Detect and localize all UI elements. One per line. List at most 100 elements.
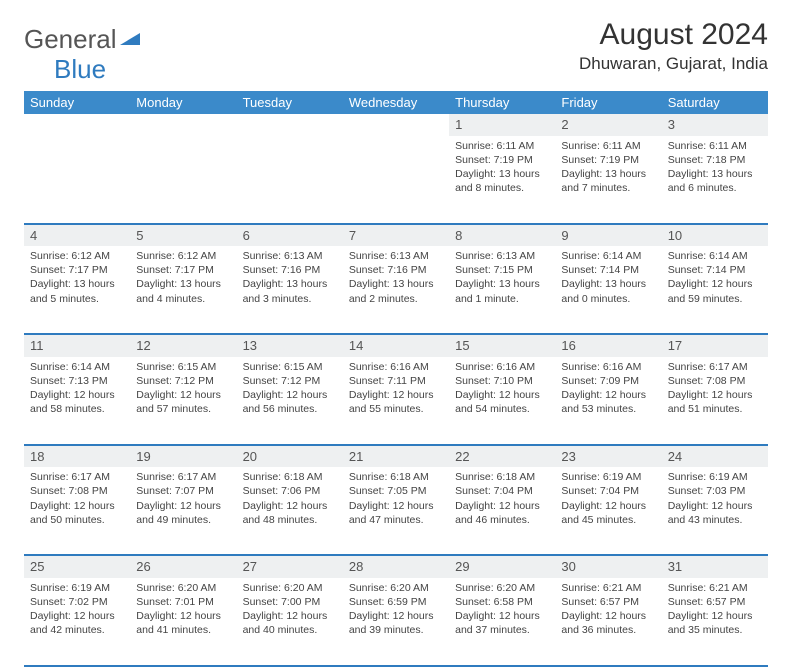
day-cell-body: Sunrise: 6:11 AMSunset: 7:19 PMDaylight:…	[449, 136, 555, 200]
day-cell-body: Sunrise: 6:13 AMSunset: 7:15 PMDaylight:…	[449, 246, 555, 310]
col-thursday: Thursday	[449, 91, 555, 114]
day-cell: Sunrise: 6:16 AMSunset: 7:09 PMDaylight:…	[555, 357, 661, 445]
day-cell-body: Sunrise: 6:19 AMSunset: 7:02 PMDaylight:…	[24, 578, 130, 642]
sunrise-text: Sunrise: 6:19 AM	[30, 581, 124, 595]
sunrise-text: Sunrise: 6:14 AM	[561, 249, 655, 263]
month-title: August 2024	[579, 18, 768, 52]
day-cell: Sunrise: 6:19 AMSunset: 7:02 PMDaylight:…	[24, 578, 130, 666]
daylight-text: Daylight: 12 hours and 39 minutes.	[349, 609, 443, 637]
sunset-text: Sunset: 7:19 PM	[561, 153, 655, 167]
day-number-cell: 16	[555, 334, 661, 357]
sunrise-text: Sunrise: 6:14 AM	[668, 249, 762, 263]
day-number-cell: 24	[662, 445, 768, 468]
sunrise-text: Sunrise: 6:17 AM	[136, 470, 230, 484]
col-friday: Friday	[555, 91, 661, 114]
sunset-text: Sunset: 7:19 PM	[455, 153, 549, 167]
daylight-text: Daylight: 12 hours and 58 minutes.	[30, 388, 124, 416]
day-number-cell: 10	[662, 224, 768, 247]
daylight-text: Daylight: 12 hours and 43 minutes.	[668, 499, 762, 527]
day-cell: Sunrise: 6:19 AMSunset: 7:03 PMDaylight:…	[662, 467, 768, 555]
logo-text-1: General	[24, 24, 117, 55]
week-row: Sunrise: 6:19 AMSunset: 7:02 PMDaylight:…	[24, 578, 768, 666]
day-cell-body: Sunrise: 6:19 AMSunset: 7:04 PMDaylight:…	[555, 467, 661, 531]
day-cell	[237, 136, 343, 224]
sunrise-text: Sunrise: 6:16 AM	[349, 360, 443, 374]
daynum-row: 25262728293031	[24, 555, 768, 578]
day-number-cell: 25	[24, 555, 130, 578]
sunset-text: Sunset: 7:08 PM	[668, 374, 762, 388]
day-cell-body: Sunrise: 6:14 AMSunset: 7:13 PMDaylight:…	[24, 357, 130, 421]
day-cell-body: Sunrise: 6:16 AMSunset: 7:11 PMDaylight:…	[343, 357, 449, 421]
day-cell: Sunrise: 6:19 AMSunset: 7:04 PMDaylight:…	[555, 467, 661, 555]
day-number-cell: 7	[343, 224, 449, 247]
sunset-text: Sunset: 7:04 PM	[455, 484, 549, 498]
day-number-cell: 31	[662, 555, 768, 578]
sunrise-text: Sunrise: 6:21 AM	[668, 581, 762, 595]
day-cell: Sunrise: 6:17 AMSunset: 7:08 PMDaylight:…	[24, 467, 130, 555]
day-number-cell: 13	[237, 334, 343, 357]
sunrise-text: Sunrise: 6:20 AM	[243, 581, 337, 595]
sunrise-text: Sunrise: 6:19 AM	[668, 470, 762, 484]
day-number-cell: 23	[555, 445, 661, 468]
day-number-cell: 26	[130, 555, 236, 578]
sunset-text: Sunset: 7:13 PM	[30, 374, 124, 388]
daylight-text: Daylight: 12 hours and 59 minutes.	[668, 277, 762, 305]
day-cell: Sunrise: 6:18 AMSunset: 7:06 PMDaylight:…	[237, 467, 343, 555]
sunset-text: Sunset: 6:59 PM	[349, 595, 443, 609]
sunset-text: Sunset: 7:12 PM	[243, 374, 337, 388]
day-number-cell: 8	[449, 224, 555, 247]
day-number-cell: 29	[449, 555, 555, 578]
day-cell: Sunrise: 6:13 AMSunset: 7:15 PMDaylight:…	[449, 246, 555, 334]
daylight-text: Daylight: 13 hours and 0 minutes.	[561, 277, 655, 305]
daylight-text: Daylight: 13 hours and 3 minutes.	[243, 277, 337, 305]
day-cell-body: Sunrise: 6:14 AMSunset: 7:14 PMDaylight:…	[555, 246, 661, 310]
sunrise-text: Sunrise: 6:18 AM	[349, 470, 443, 484]
sunrise-text: Sunrise: 6:12 AM	[30, 249, 124, 263]
day-cell-body: Sunrise: 6:15 AMSunset: 7:12 PMDaylight:…	[237, 357, 343, 421]
sunrise-text: Sunrise: 6:11 AM	[455, 139, 549, 153]
sunrise-text: Sunrise: 6:16 AM	[455, 360, 549, 374]
day-cell-body: Sunrise: 6:15 AMSunset: 7:12 PMDaylight:…	[130, 357, 236, 421]
day-cell-body: Sunrise: 6:11 AMSunset: 7:19 PMDaylight:…	[555, 136, 661, 200]
sunrise-text: Sunrise: 6:11 AM	[668, 139, 762, 153]
day-cell: Sunrise: 6:15 AMSunset: 7:12 PMDaylight:…	[237, 357, 343, 445]
sunrise-text: Sunrise: 6:20 AM	[349, 581, 443, 595]
day-number-cell: 30	[555, 555, 661, 578]
day-number-cell: 21	[343, 445, 449, 468]
day-cell-body: Sunrise: 6:16 AMSunset: 7:10 PMDaylight:…	[449, 357, 555, 421]
day-cell: Sunrise: 6:12 AMSunset: 7:17 PMDaylight:…	[130, 246, 236, 334]
daylight-text: Daylight: 12 hours and 41 minutes.	[136, 609, 230, 637]
day-cell-body: Sunrise: 6:17 AMSunset: 7:08 PMDaylight:…	[24, 467, 130, 531]
sunset-text: Sunset: 7:04 PM	[561, 484, 655, 498]
day-cell: Sunrise: 6:14 AMSunset: 7:13 PMDaylight:…	[24, 357, 130, 445]
day-cell	[24, 136, 130, 224]
day-cell	[343, 136, 449, 224]
day-cell-body: Sunrise: 6:17 AMSunset: 7:08 PMDaylight:…	[662, 357, 768, 421]
day-number-cell: 11	[24, 334, 130, 357]
day-number-cell: 22	[449, 445, 555, 468]
sunrise-text: Sunrise: 6:21 AM	[561, 581, 655, 595]
day-cell: Sunrise: 6:11 AMSunset: 7:19 PMDaylight:…	[449, 136, 555, 224]
daylight-text: Daylight: 13 hours and 4 minutes.	[136, 277, 230, 305]
daylight-text: Daylight: 12 hours and 56 minutes.	[243, 388, 337, 416]
logo-text-2: Blue	[54, 54, 106, 84]
day-number-cell: 15	[449, 334, 555, 357]
day-cell: Sunrise: 6:20 AMSunset: 6:59 PMDaylight:…	[343, 578, 449, 666]
day-cell-body: Sunrise: 6:18 AMSunset: 7:04 PMDaylight:…	[449, 467, 555, 531]
sunset-text: Sunset: 7:14 PM	[668, 263, 762, 277]
daylight-text: Daylight: 12 hours and 37 minutes.	[455, 609, 549, 637]
day-cell: Sunrise: 6:11 AMSunset: 7:19 PMDaylight:…	[555, 136, 661, 224]
sunset-text: Sunset: 7:17 PM	[30, 263, 124, 277]
day-number-cell: 27	[237, 555, 343, 578]
day-cell-body: Sunrise: 6:20 AMSunset: 6:59 PMDaylight:…	[343, 578, 449, 642]
day-cell-body: Sunrise: 6:20 AMSunset: 7:00 PMDaylight:…	[237, 578, 343, 642]
calendar-body: 123Sunrise: 6:11 AMSunset: 7:19 PMDaylig…	[24, 114, 768, 666]
col-tuesday: Tuesday	[237, 91, 343, 114]
day-number-cell: 28	[343, 555, 449, 578]
sunset-text: Sunset: 7:06 PM	[243, 484, 337, 498]
daylight-text: Daylight: 12 hours and 47 minutes.	[349, 499, 443, 527]
day-number-cell	[130, 114, 236, 136]
sunrise-text: Sunrise: 6:18 AM	[243, 470, 337, 484]
day-cell: Sunrise: 6:12 AMSunset: 7:17 PMDaylight:…	[24, 246, 130, 334]
day-number-cell	[237, 114, 343, 136]
